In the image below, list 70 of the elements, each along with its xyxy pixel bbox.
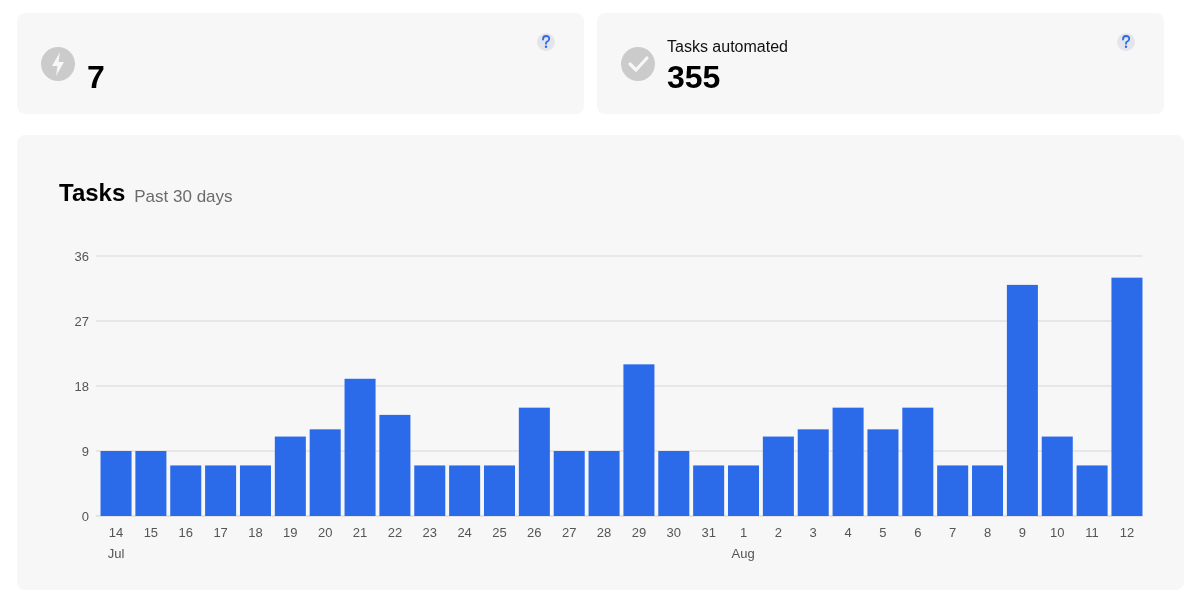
- x-tick-label: 24: [457, 525, 472, 540]
- x-tick-label: 7: [949, 525, 957, 540]
- bar: [170, 465, 202, 516]
- x-tick-label: 21: [352, 525, 368, 540]
- bar: [937, 465, 969, 516]
- x-tick-label: 26: [527, 525, 542, 540]
- bar: [1076, 465, 1108, 516]
- bar: [100, 451, 132, 516]
- y-tick-label: 36: [74, 248, 89, 264]
- x-tick-label: 4: [844, 525, 852, 540]
- bar: [693, 465, 725, 516]
- x-tick-label: 16: [178, 525, 193, 540]
- x-tick-label: 25: [492, 525, 507, 540]
- bar: [379, 414, 411, 516]
- bar: [762, 436, 794, 516]
- x-tick-label: 30: [666, 525, 682, 540]
- x-tick-label: 23: [422, 525, 437, 540]
- bar: [832, 407, 864, 516]
- chart-subtitle: Past 30 days: [134, 187, 233, 206]
- x-tick-label: 1 Aug: [728, 525, 755, 561]
- bar: [344, 378, 376, 516]
- text: 7: [87, 59, 105, 95]
- y-tick-label: 27: [74, 313, 89, 329]
- x-tick-label: 31: [701, 525, 716, 540]
- bar: [658, 451, 690, 516]
- x-tick-label: 5: [879, 525, 887, 540]
- bar: [449, 465, 481, 516]
- x-tick-label: 6: [914, 525, 922, 540]
- bar: [274, 436, 306, 516]
- x-tick-label: 22: [387, 525, 403, 540]
- y-tick-label: 18: [74, 378, 89, 394]
- bar: [902, 407, 934, 516]
- x-tick-label: 15: [143, 525, 159, 540]
- bar: [135, 451, 167, 516]
- x-tick-label: 29: [631, 525, 647, 540]
- bar: [309, 429, 341, 516]
- text: 355: [667, 59, 721, 95]
- bar: [623, 364, 655, 516]
- bar: [518, 407, 550, 516]
- x-tick-label: 8: [983, 525, 992, 540]
- bar: [867, 429, 899, 516]
- x-tick-label: 11: [1085, 525, 1099, 540]
- bar: [239, 465, 271, 516]
- bar: [1111, 277, 1143, 516]
- x-tick-label: 18: [248, 525, 263, 540]
- y-tick-label: 9: [81, 443, 89, 459]
- x-tick-label: 27: [561, 525, 577, 540]
- bar: [205, 465, 237, 516]
- bar: [972, 465, 1004, 516]
- bar: [797, 429, 829, 516]
- x-tick-label: 17: [213, 525, 228, 540]
- x-tick-label: 2: [774, 525, 782, 540]
- bar: [483, 465, 515, 516]
- chart-title: Tasks: [59, 179, 126, 206]
- x-tick-label: 9: [1018, 525, 1027, 540]
- bar: [728, 465, 760, 516]
- y-tick-label: 0: [81, 508, 89, 524]
- x-tick-label: 3: [809, 525, 817, 540]
- x-tick-label: 19: [283, 525, 298, 540]
- bar: [1041, 436, 1073, 516]
- x-tick-label: 14 Jul: [104, 525, 125, 561]
- bar: [553, 451, 585, 516]
- x-tick-label: 28: [596, 525, 612, 540]
- x-tick-label: 20: [317, 525, 333, 540]
- bar: [588, 451, 620, 516]
- x-tick-label: 12: [1119, 525, 1135, 540]
- text: Tasks automated: [667, 38, 788, 55]
- x-tick-label: 10: [1050, 525, 1065, 540]
- bar: [1006, 284, 1038, 516]
- bar: [414, 465, 446, 516]
